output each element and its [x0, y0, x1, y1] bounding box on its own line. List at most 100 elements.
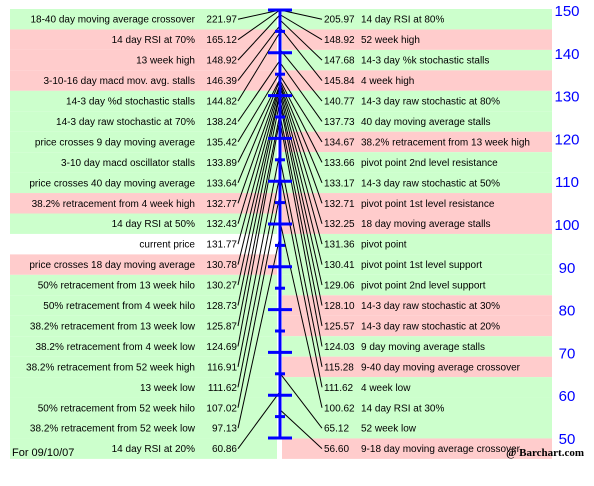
left-connector-line [237, 113, 281, 327]
right-connector-line [279, 372, 323, 429]
right-row-bg [282, 336, 552, 357]
left-row-value: 146.39 [206, 76, 237, 87]
left-row-label: 38.2% retracement from 52 week low [30, 424, 196, 435]
right-connector-line [279, 158, 323, 367]
right-row-bg [282, 90, 552, 112]
axis-tick-label: 70 [559, 345, 576, 362]
axis-tick-label: 100 [554, 217, 579, 234]
left-row-label: price crosses 18 day moving average [29, 260, 195, 271]
right-row-bg [282, 193, 552, 214]
left-row-value: 60.86 [212, 444, 237, 455]
right-row-bg [282, 397, 552, 418]
right-row-bg [282, 377, 552, 398]
left-row-value: 111.62 [208, 383, 238, 394]
left-row-label: 14 day RSI at 20% [112, 444, 195, 455]
right-row-label: pivot point [361, 240, 407, 251]
left-row-value: 133.89 [206, 158, 237, 169]
left-row-label: 38.2% retracement from 52 week high [26, 362, 195, 373]
right-row-label: 14-3 day raw stochastic at 80% [361, 97, 500, 108]
right-row-value: 115.28 [324, 362, 354, 373]
right-connector-line [279, 14, 323, 41]
left-row-value: 125.87 [206, 321, 237, 332]
axis-tick-label: 110 [555, 174, 579, 191]
left-row-value: 130.78 [206, 260, 237, 271]
left-row-label: price crosses 40 day moving average [29, 178, 195, 189]
left-row-value: 135.42 [206, 137, 237, 148]
right-row-bg [282, 233, 552, 255]
left-connector-line [237, 25, 281, 81]
left-row-bg [10, 49, 277, 71]
right-row-label: 40 day moving average stalls [361, 117, 491, 128]
left-row-label: 50% retracement from 13 week hilo [38, 281, 196, 292]
right-row-value: 128.10 [324, 301, 355, 312]
right-row-label: 14 day RSI at 30% [361, 403, 444, 414]
right-connector-line [279, 409, 323, 450]
right-connector-line [279, 62, 323, 122]
right-row-label: pivot point 2nd level support [361, 281, 486, 292]
left-row-value: 133.64 [206, 178, 237, 189]
left-row-value: 221.97 [206, 15, 237, 26]
right-connector-line [279, 79, 323, 163]
right-connector-line [279, 121, 323, 347]
left-row-bg [10, 90, 277, 112]
right-row-label: 14 day RSI at 80% [361, 15, 444, 26]
right-row-label: 52 week high [361, 35, 420, 46]
left-row-bg [10, 315, 277, 337]
right-row-bg [282, 70, 552, 91]
left-row-label: 38.2% retracement from 4 week low [35, 342, 195, 353]
footer-date: For 09/10/07 [12, 447, 75, 459]
left-row-bg [10, 152, 277, 173]
right-row-value: 129.06 [324, 281, 355, 292]
right-row-label: 9 day moving average stalls [361, 342, 485, 353]
left-row-label: 14-3 day raw stochastic at 70% [56, 117, 195, 128]
left-row-label: 14-3 day %d stochastic stalls [66, 97, 195, 108]
left-connector-line [237, 391, 281, 449]
left-connector-line [237, 87, 281, 245]
left-row-label: 38.2% retracement from 13 week low [30, 321, 196, 332]
left-row-value: 144.82 [206, 97, 237, 108]
left-connector-line [237, 92, 281, 265]
left-connector-line [237, 9, 281, 20]
right-row-value: 205.97 [324, 15, 355, 26]
right-row-value: 147.68 [324, 56, 355, 67]
right-row-label: 14-3 day raw stochastic at 50% [361, 178, 500, 189]
left-row-bg [10, 295, 277, 316]
right-row-label: 4 week low [361, 383, 411, 394]
left-row-bg [10, 233, 277, 255]
left-row-value: 165.12 [206, 35, 237, 46]
left-row-label: 14 day RSI at 70% [112, 35, 195, 46]
right-connector-line [279, 9, 323, 20]
left-row-value: 131.77 [206, 240, 237, 251]
right-row-value: 56.60 [324, 444, 349, 455]
axis-tick-label: 50 [559, 431, 576, 448]
left-row-label: price crosses 9 day moving average [35, 137, 196, 148]
right-row-value: 124.03 [324, 342, 355, 353]
right-row-label: 4 week high [361, 76, 414, 87]
right-connector-line [279, 99, 323, 286]
left-row-bg [10, 172, 277, 194]
left-row-label: 13 week high [136, 56, 195, 67]
right-connector-line [279, 114, 323, 327]
left-row-bg [10, 397, 277, 418]
right-connector-line [279, 83, 323, 204]
left-row-label: 18-40 day moving average crossover [30, 15, 195, 26]
left-connector-line [237, 151, 281, 367]
right-row-bg [282, 315, 552, 337]
right-row-label: pivot point 1st level resistance [361, 199, 495, 210]
right-connector-line [279, 89, 323, 245]
right-row-bg [282, 213, 552, 234]
left-row-bg [10, 377, 277, 398]
left-row-label: 38.2% retracement from 4 week high [32, 199, 195, 210]
left-row-bg [10, 254, 277, 275]
left-row-bg [10, 29, 277, 50]
right-row-bg [282, 152, 552, 173]
left-row-label: 14 day RSI at 50% [112, 219, 195, 230]
left-connector-line [237, 193, 281, 408]
axis-tick-label: 60 [559, 388, 576, 405]
axis-tick-label: 120 [554, 131, 579, 148]
left-connector-line [237, 78, 281, 163]
right-row-value: 148.92 [324, 35, 355, 46]
right-row-value: 131.36 [324, 240, 355, 251]
left-row-label: 13 week low [140, 383, 196, 394]
right-row-bg [282, 356, 552, 378]
